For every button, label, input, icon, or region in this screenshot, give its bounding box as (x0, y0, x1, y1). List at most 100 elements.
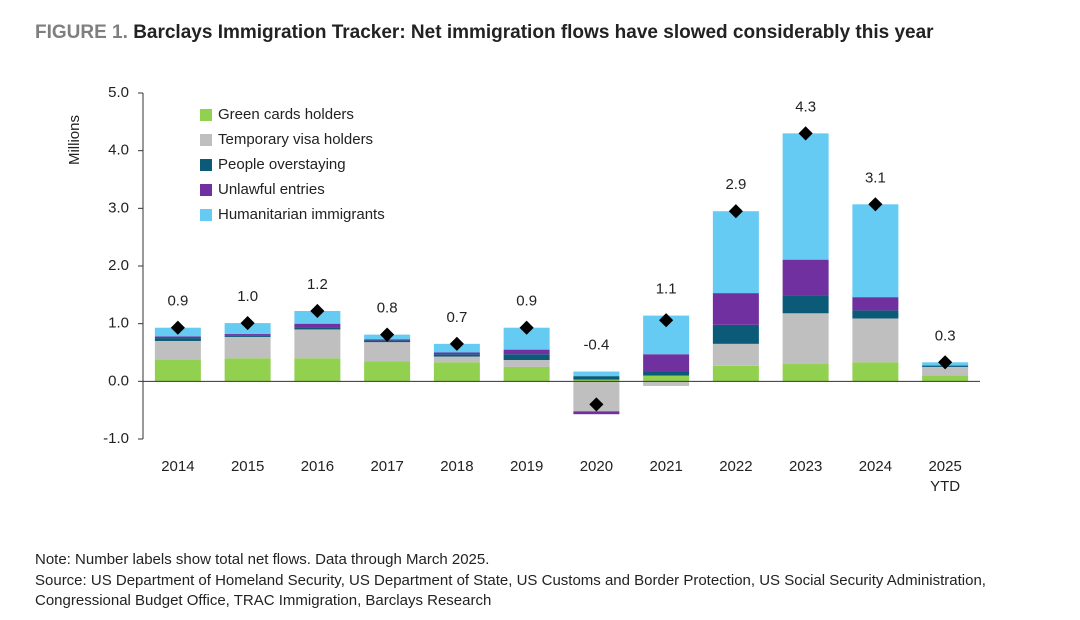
total-marker (380, 327, 395, 342)
bar-segment (573, 379, 620, 382)
bar-segment (154, 336, 201, 339)
bar-segment (154, 359, 201, 382)
bar-segment (224, 358, 271, 382)
bar-segment (433, 356, 480, 363)
total-label: 3.1 (865, 169, 886, 186)
total-marker (170, 320, 185, 335)
bar-segment (503, 359, 550, 367)
bar-segment (643, 354, 690, 372)
total-label: 4.3 (795, 98, 816, 115)
total-label: 0.7 (446, 309, 467, 326)
bar-segment (852, 318, 899, 363)
bar-segment (503, 349, 550, 355)
legend-swatch (200, 109, 212, 121)
legend-swatch (200, 184, 212, 196)
total-label: 0.9 (516, 293, 537, 310)
x-tick-label: 2018 (440, 458, 474, 475)
total-label: 0.8 (377, 300, 398, 317)
legend-label: People overstaying (218, 156, 346, 173)
bar-segment (852, 204, 899, 298)
bar-segment (782, 295, 829, 314)
bar-segment (712, 343, 759, 366)
bar-segment (852, 297, 899, 311)
bar-segment (782, 364, 829, 382)
x-tick-label: 2019 (509, 458, 544, 475)
bar-segment (643, 375, 690, 382)
bar-segment (433, 352, 480, 355)
total-label: -0.4 (583, 336, 609, 353)
x-tick-label: 2014 (161, 458, 195, 475)
bar-segment (782, 259, 829, 296)
bar-segment (643, 371, 690, 376)
bar-segment (712, 324, 759, 344)
total-marker (868, 197, 883, 212)
bar-segment (712, 365, 759, 382)
x-tick-label: 2024 (858, 458, 893, 475)
x-tick-label: 2017 (370, 458, 404, 475)
bar-segment (433, 354, 480, 357)
bar-segment (712, 211, 759, 294)
bar-segment (294, 327, 341, 330)
y-axis-label: Millions (66, 115, 83, 165)
bar-segment (154, 340, 201, 360)
bar-segment (503, 327, 550, 350)
bar-segment (154, 338, 201, 341)
bar-segment (294, 358, 341, 382)
total-label: 1.1 (656, 281, 677, 298)
total-marker (589, 397, 604, 412)
total-label: 1.0 (237, 288, 258, 305)
total-label: 0.3 (935, 327, 956, 344)
total-label: 0.9 (167, 293, 188, 310)
total-marker (798, 126, 813, 141)
y-tick-label: 1.0 (108, 315, 129, 332)
bar-segment (294, 329, 341, 359)
x-tick-label: 2020 (579, 458, 614, 475)
x-tick-label: 2025 YTD (928, 458, 962, 495)
bar-segment (782, 133, 829, 260)
y-tick-label: 2.0 (108, 257, 129, 274)
legend-swatch (200, 134, 212, 146)
x-tick-label: 2022 (719, 458, 753, 475)
bar-segment (922, 366, 969, 376)
legend-label: Green cards holders (218, 106, 354, 123)
total-marker (519, 320, 534, 335)
legend-label: Temporary visa holders (218, 131, 373, 148)
bar-segment (573, 376, 620, 380)
bar-segment (712, 293, 759, 325)
bar-segment (852, 362, 899, 382)
bar-segment (364, 361, 411, 382)
total-marker (659, 313, 674, 328)
bar-segment (782, 313, 829, 365)
bar-segment (294, 323, 341, 328)
bar-segment (922, 375, 969, 382)
bar-segment (433, 362, 480, 382)
y-tick-label: 4.0 (108, 142, 129, 159)
legend-swatch (200, 209, 212, 221)
legend-swatch (200, 159, 212, 171)
bar-segment (503, 366, 550, 382)
bar-segment (573, 371, 620, 377)
x-tick-label: 2021 (649, 458, 683, 475)
bar-segment (224, 336, 271, 359)
total-marker (728, 204, 743, 219)
legend-label: Humanitarian immigrants (218, 206, 385, 223)
chart-title: Barclays Immigration Tracker: Net immigr… (133, 22, 934, 43)
bar-segment (503, 354, 550, 360)
y-tick-label: 5.0 (108, 84, 129, 101)
title-block: FIGURE 1. Barclays Immigration Tracker: … (35, 22, 934, 44)
bar-segment (643, 381, 690, 386)
bar-segment (224, 335, 271, 337)
total-marker (449, 336, 464, 351)
x-tick-label: 2023 (788, 458, 823, 475)
note: Note: Number labels show total net flows… (35, 551, 490, 568)
source: Source: US Department of Homeland Securi… (35, 572, 986, 609)
legend-label: Unlawful entries (218, 181, 325, 198)
x-tick-label: 2015 (230, 458, 265, 475)
x-tick-label: 2016 (300, 458, 335, 475)
y-tick-label: 3.0 (108, 199, 129, 216)
figure-label: FIGURE 1. (35, 22, 128, 43)
bar-segment (852, 310, 899, 319)
total-marker (240, 316, 255, 331)
